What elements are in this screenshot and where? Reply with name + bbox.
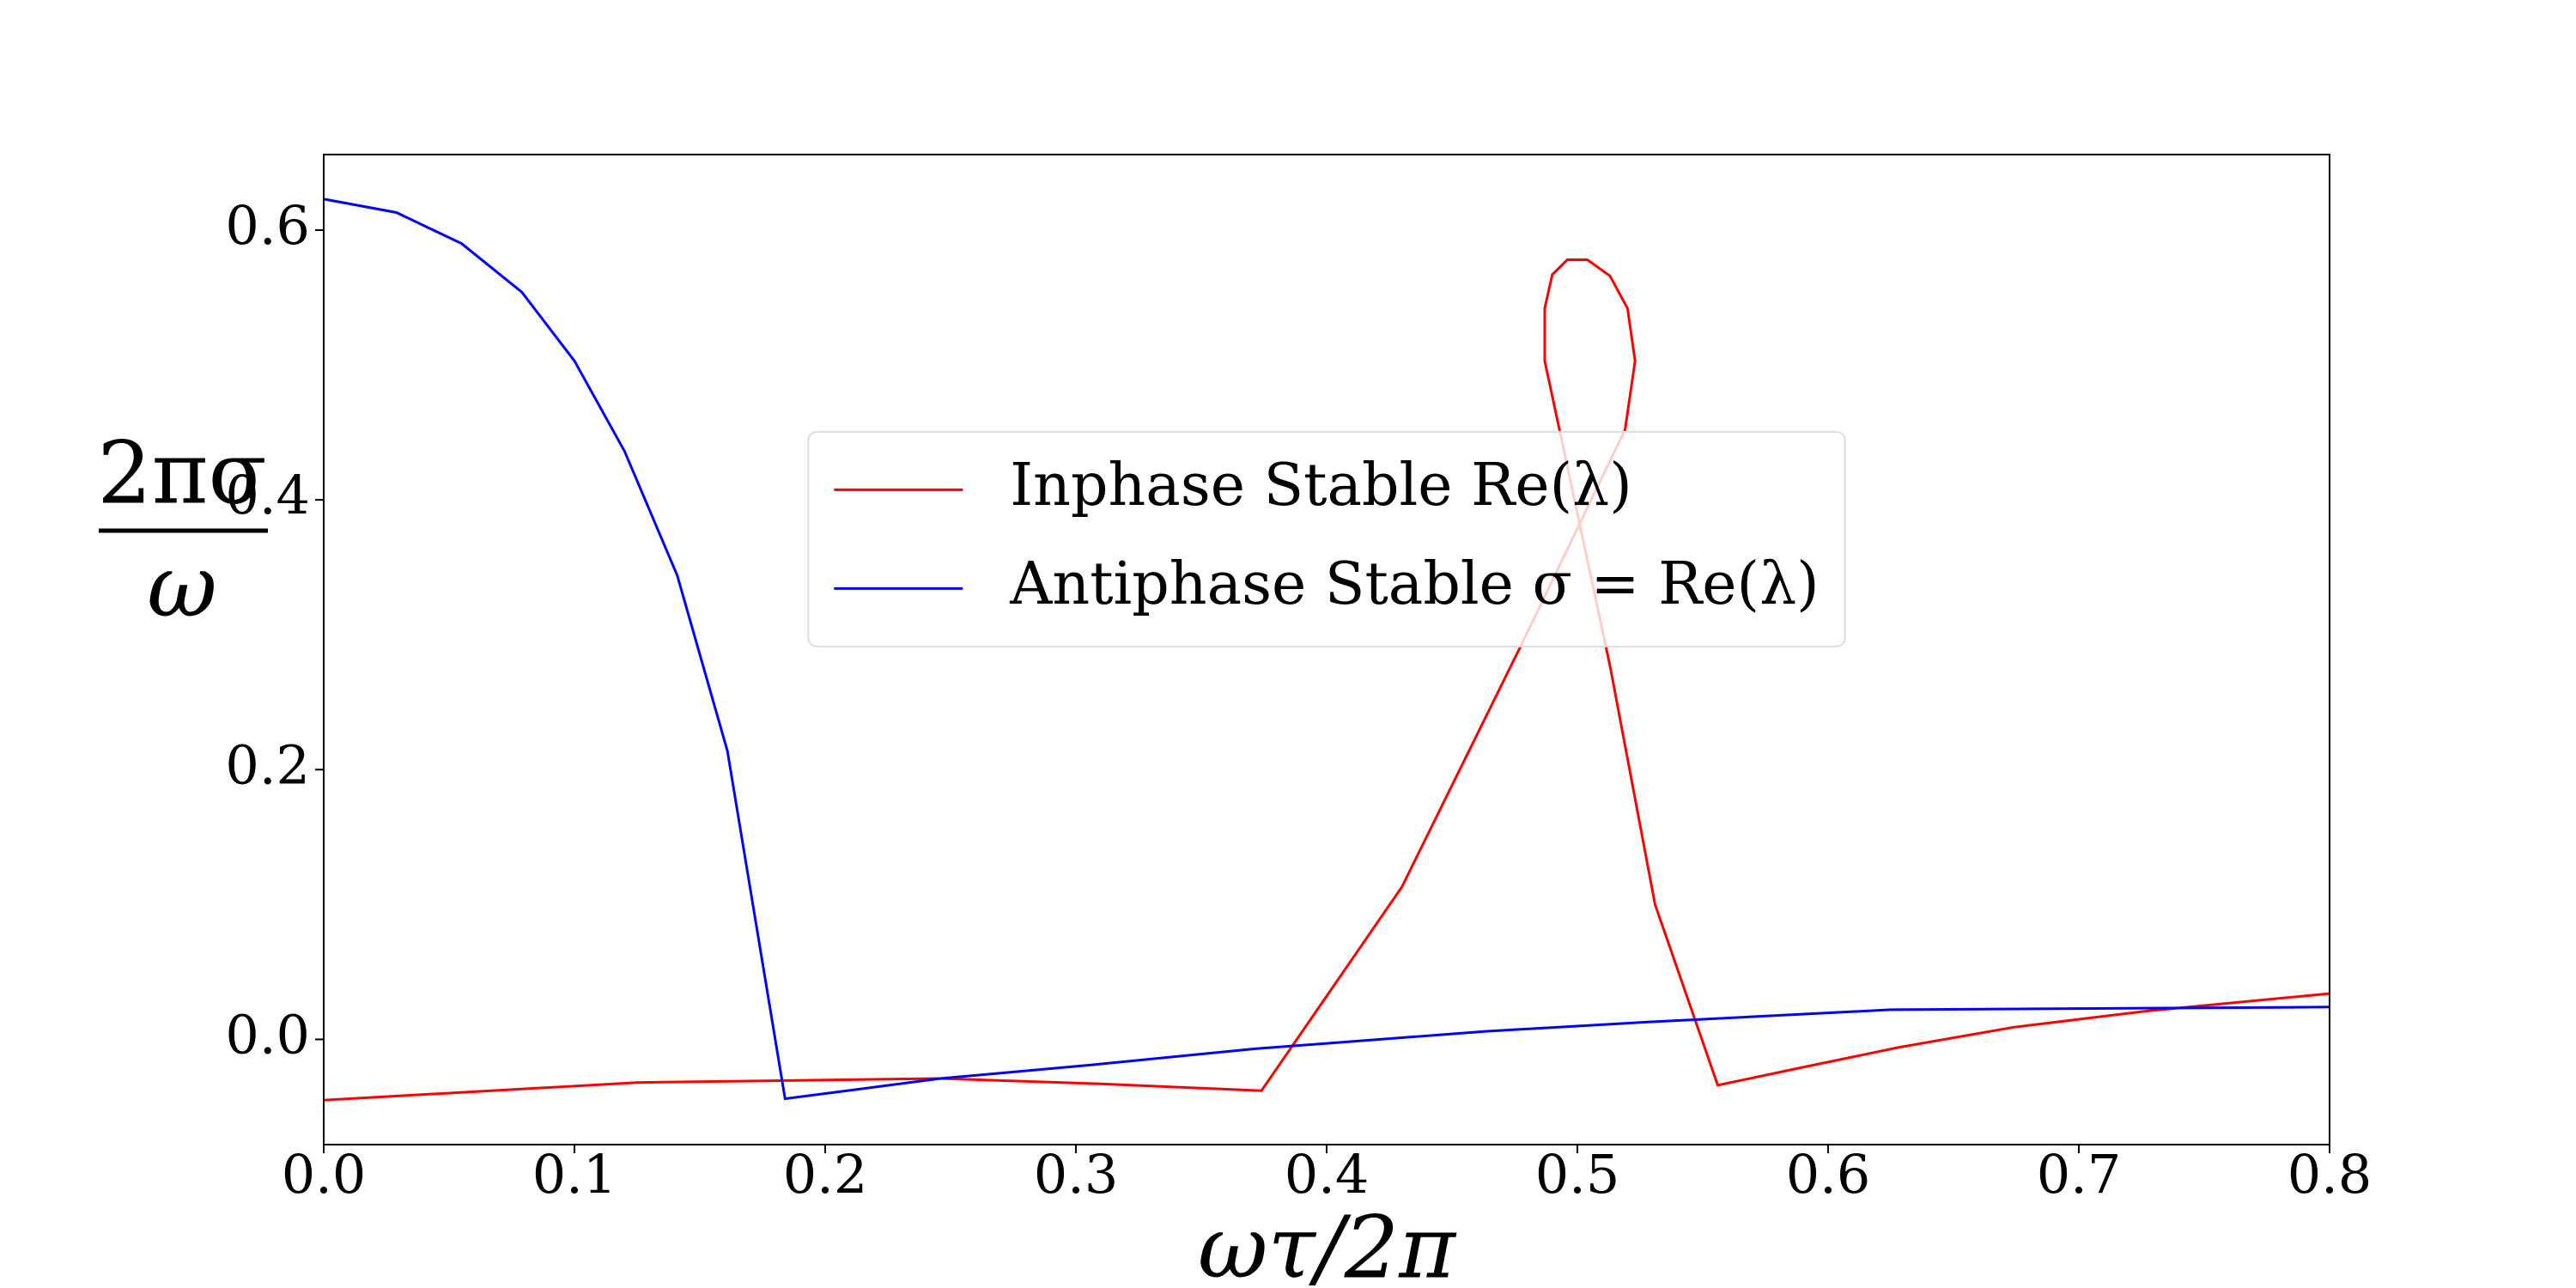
x-tick-label: 0.6 [1786, 1143, 1871, 1206]
legend-box [807, 430, 1846, 647]
x-tick-label: 0.4 [1285, 1143, 1370, 1206]
legend: Inphase Stable Re(λ) Antiphase Stable σ =… [807, 430, 1846, 647]
x-tick-label: 0.0 [282, 1143, 367, 1206]
data-line [323, 258, 2330, 1102]
y-tick-label: 0.6 [225, 194, 310, 257]
data-line [323, 197, 2330, 1101]
y-axis-label-numerator: 2πσ [97, 423, 267, 524]
y-axis-label-denominator: ω [147, 537, 217, 637]
x-tick-label: 0.1 [532, 1143, 617, 1206]
x-tick-label: 0.7 [2037, 1143, 2122, 1206]
y-tick-label: 0.2 [225, 733, 310, 796]
y-tick-label: 0.0 [225, 1004, 310, 1066]
legend-label: Antiphase Stable σ = Re(λ) [1009, 550, 1819, 618]
y-tick-label: 0.4 [225, 464, 310, 526]
plot-frame [323, 154, 2330, 1145]
x-axis-label: ωτ/2π [1198, 1198, 1457, 1288]
x-tick-label: 0.2 [783, 1143, 868, 1206]
x-tick-label: 0.8 [2287, 1143, 2372, 1206]
x-tick-label: 0.5 [1535, 1143, 1620, 1206]
legend-label: Inphase Stable Re(λ) [1010, 452, 1631, 519]
x-tick-label: 0.3 [1034, 1143, 1119, 1206]
